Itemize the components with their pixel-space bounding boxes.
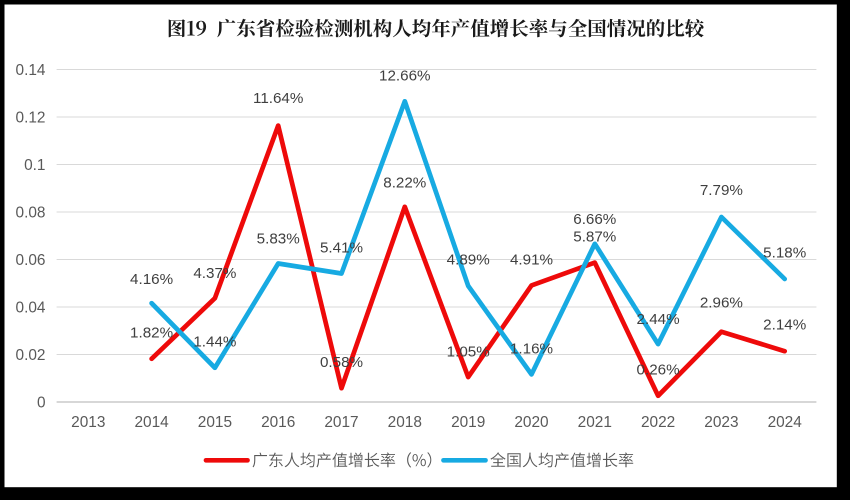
svg-text:0.06: 0.06 bbox=[16, 252, 46, 269]
svg-text:2016: 2016 bbox=[261, 414, 295, 431]
svg-text:0.58%: 0.58% bbox=[320, 354, 363, 371]
svg-text:0.14: 0.14 bbox=[16, 62, 46, 79]
svg-text:4.91%: 4.91% bbox=[510, 252, 553, 269]
svg-text:2018: 2018 bbox=[388, 414, 422, 431]
svg-text:6.66%: 6.66% bbox=[573, 211, 616, 228]
svg-text:0: 0 bbox=[37, 394, 46, 411]
svg-text:1.82%: 1.82% bbox=[130, 324, 173, 341]
svg-text:2013: 2013 bbox=[71, 414, 105, 431]
svg-text:5.87%: 5.87% bbox=[573, 229, 616, 246]
svg-text:2021: 2021 bbox=[578, 414, 612, 431]
svg-text:0.1: 0.1 bbox=[24, 157, 45, 174]
svg-text:0.08: 0.08 bbox=[16, 204, 46, 221]
svg-text:1.05%: 1.05% bbox=[447, 344, 490, 361]
svg-text:2022: 2022 bbox=[641, 414, 675, 431]
svg-text:5.83%: 5.83% bbox=[257, 231, 300, 248]
svg-text:2.44%: 2.44% bbox=[637, 311, 680, 328]
svg-text:0.04: 0.04 bbox=[16, 299, 46, 316]
svg-text:7.79%: 7.79% bbox=[700, 182, 743, 199]
svg-text:2.14%: 2.14% bbox=[763, 317, 806, 334]
svg-text:0.12: 0.12 bbox=[16, 109, 46, 126]
svg-text:0.02: 0.02 bbox=[16, 347, 46, 364]
svg-text:2017: 2017 bbox=[324, 414, 358, 431]
svg-text:5.18%: 5.18% bbox=[763, 245, 806, 262]
svg-text:8.22%: 8.22% bbox=[383, 175, 426, 192]
svg-text:2.96%: 2.96% bbox=[700, 295, 743, 312]
svg-text:2014: 2014 bbox=[134, 414, 169, 431]
svg-text:1.44%: 1.44% bbox=[193, 334, 236, 351]
svg-text:4.37%: 4.37% bbox=[193, 265, 236, 282]
svg-text:5.41%: 5.41% bbox=[320, 239, 363, 256]
svg-text:4.89%: 4.89% bbox=[447, 252, 490, 269]
svg-text:2020: 2020 bbox=[514, 414, 548, 431]
svg-text:12.66%: 12.66% bbox=[379, 67, 431, 84]
svg-text:4.16%: 4.16% bbox=[130, 271, 173, 288]
svg-text:2015: 2015 bbox=[198, 414, 232, 431]
svg-text:2019: 2019 bbox=[451, 414, 485, 431]
svg-text:1.16%: 1.16% bbox=[510, 341, 553, 358]
svg-text:0.26%: 0.26% bbox=[637, 361, 680, 378]
svg-text:11.64%: 11.64% bbox=[253, 90, 303, 107]
svg-text:2024: 2024 bbox=[768, 414, 803, 431]
svg-text:2023: 2023 bbox=[704, 414, 738, 431]
